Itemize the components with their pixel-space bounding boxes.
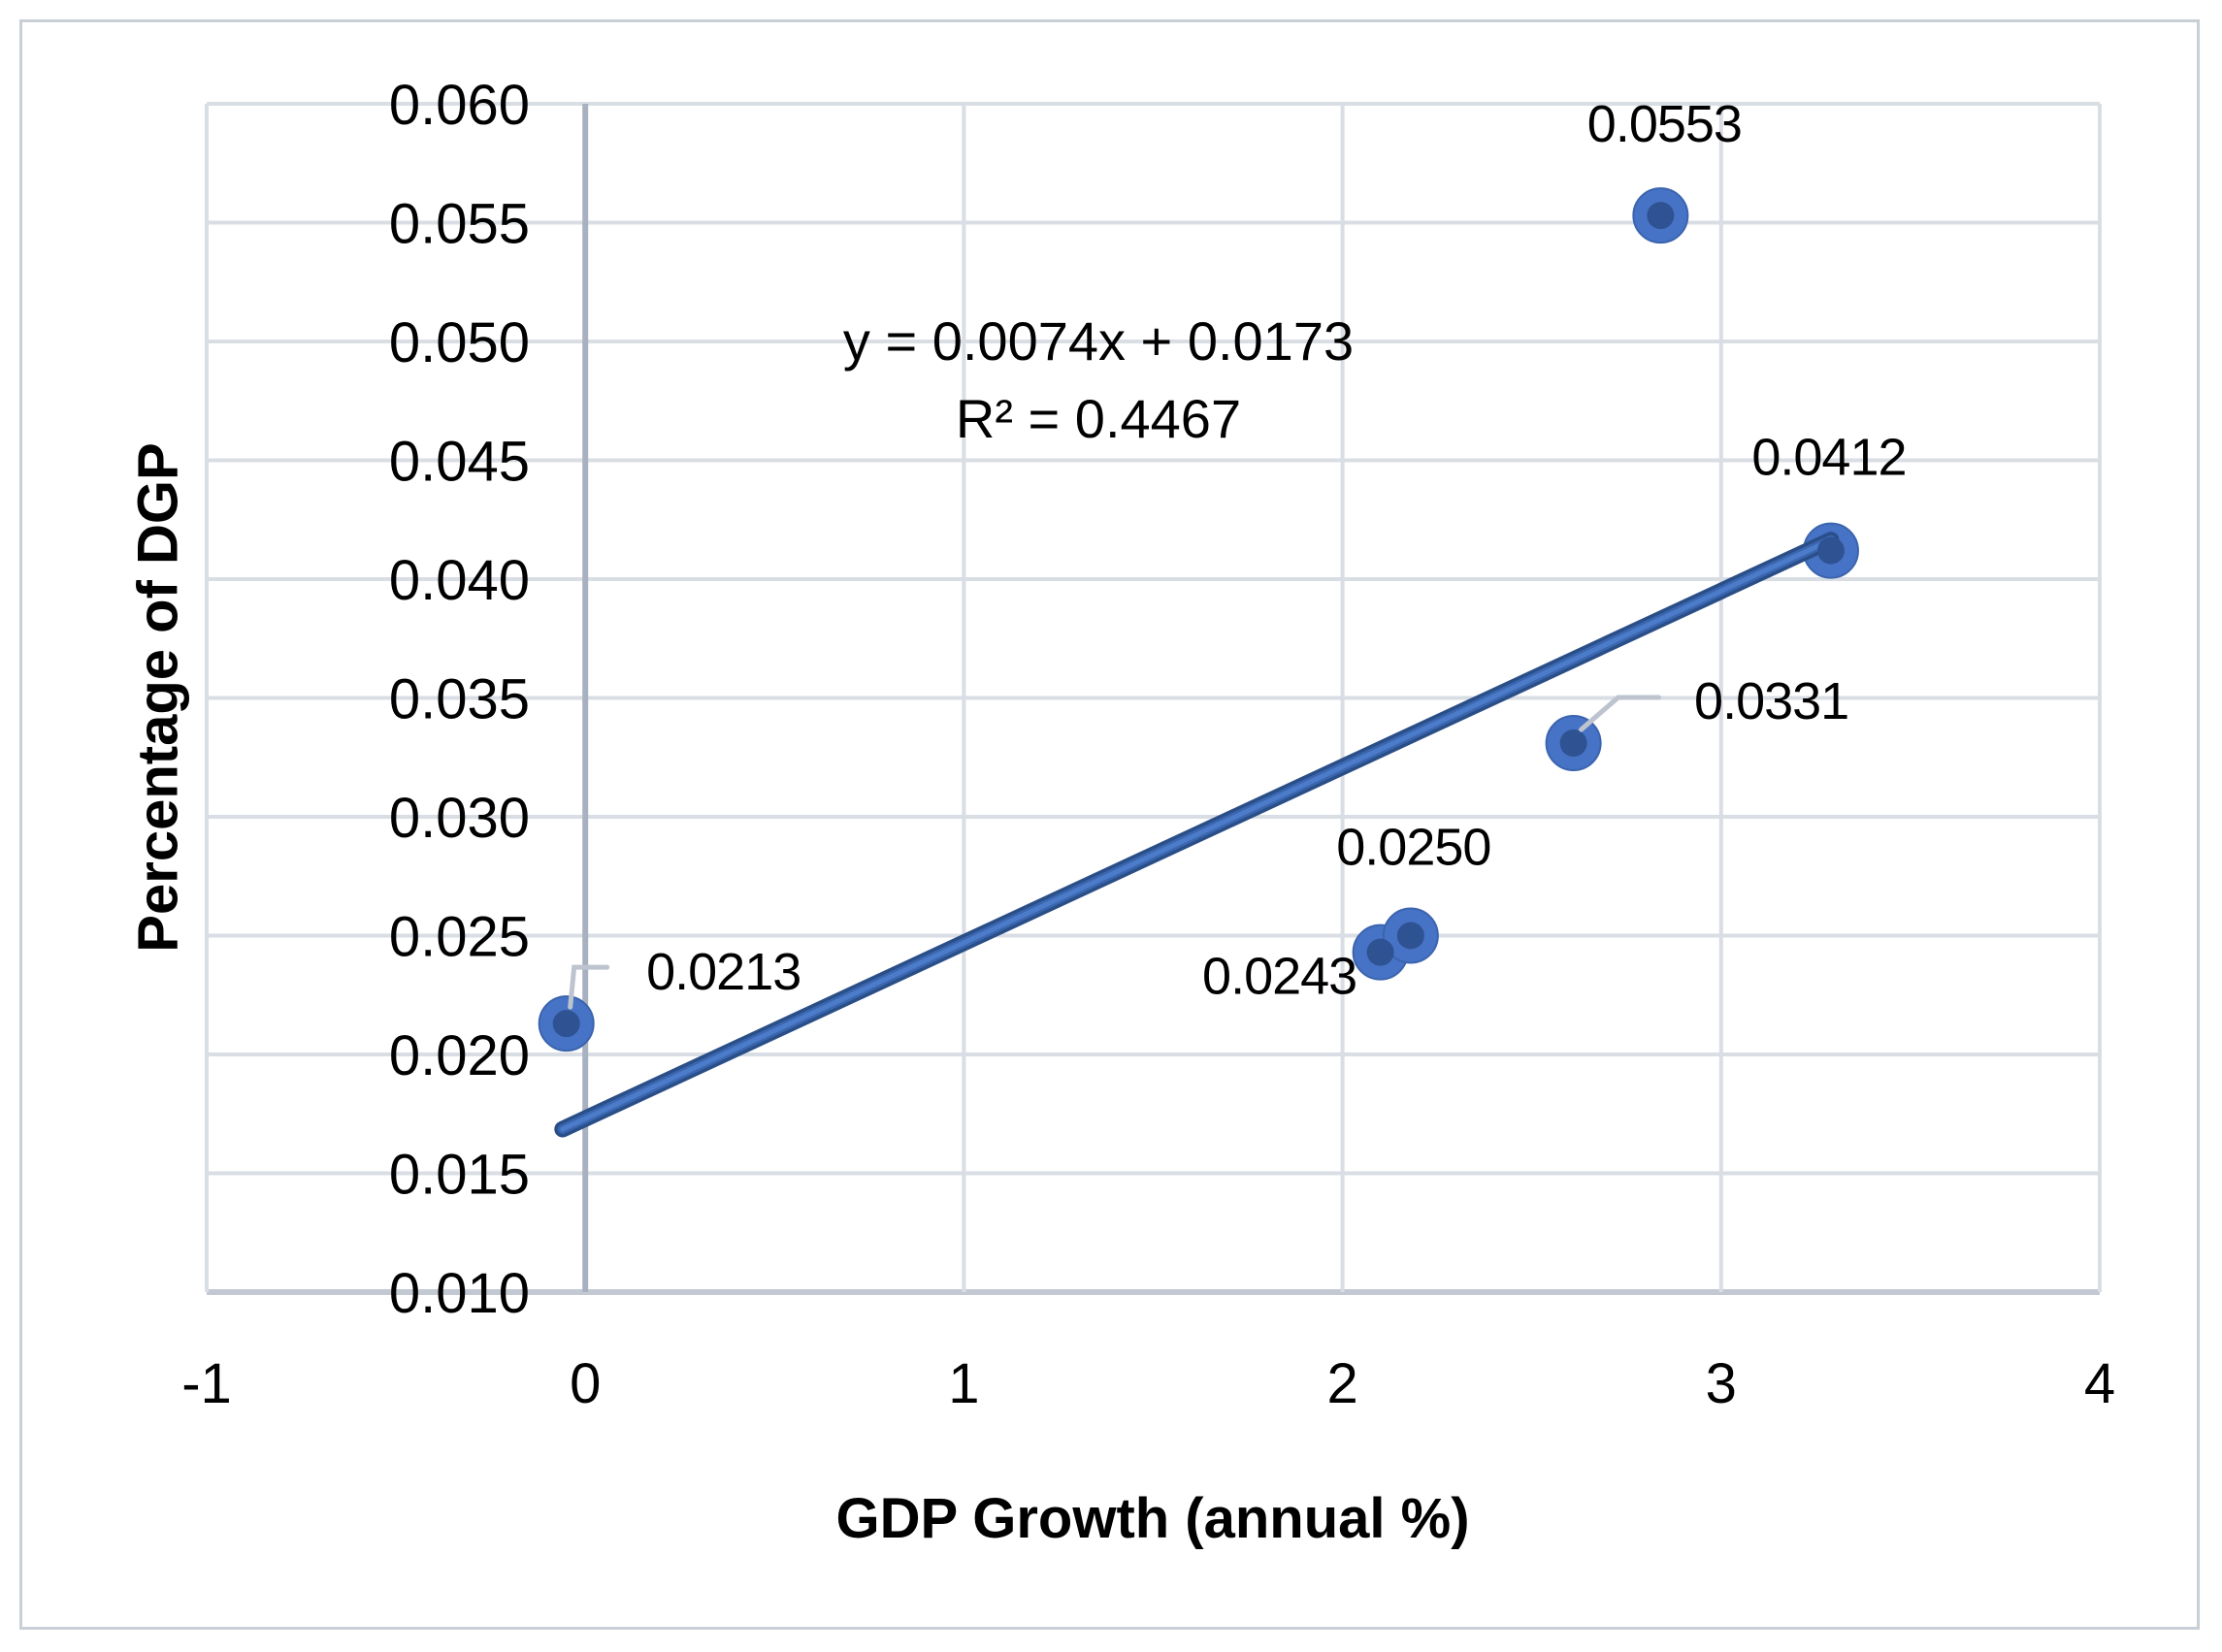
y-tick-label: 0.035 [389, 668, 530, 731]
x-axis-title: GDP Growth (annual %) [835, 1487, 1470, 1550]
x-tick-label: 1 [948, 1352, 979, 1415]
figure-border [19, 19, 2200, 1630]
y-tick-label: 0.045 [389, 431, 530, 494]
data-point-inner-dot [552, 1010, 580, 1038]
data-label: 0.0243 [1202, 948, 1356, 1006]
x-tick-label: 0 [570, 1352, 601, 1415]
data-label: 0.0412 [1751, 429, 1906, 487]
data-point-inner-dot [1366, 938, 1394, 966]
trendline [560, 537, 1834, 1132]
data-label: 0.0213 [646, 943, 801, 1001]
y-tick-label: 0.020 [389, 1024, 530, 1087]
y-tick-label: 0.050 [389, 311, 530, 374]
y-tick-label: 0.030 [389, 787, 530, 850]
x-tick-label: -1 [181, 1352, 232, 1415]
y-tick-label: 0.055 [389, 193, 530, 256]
data-point-inner-dot [1647, 202, 1675, 230]
x-tick-label: 4 [2084, 1352, 2115, 1415]
y-tick-label: 0.010 [389, 1262, 530, 1325]
data-point-inner-dot [1396, 922, 1424, 950]
y-tick-label: 0.060 [389, 74, 530, 137]
y-tick-label: 0.040 [389, 549, 530, 612]
data-point-inner-dot [1816, 536, 1845, 565]
x-tick-label: 3 [1706, 1352, 1737, 1415]
y-axis-title: Percentage of DGP [126, 442, 190, 953]
label-leader-line [1579, 695, 1662, 732]
trendline-r2: R² = 0.4467 [955, 388, 1242, 449]
label-leader-line [568, 964, 610, 1010]
trendline-equation: y = 0.0074x + 0.0173 [842, 310, 1355, 372]
y-tick-label: 0.025 [389, 906, 530, 969]
trendline-equation-block: y = 0.0074x + 0.0173 R² = 0.4467 [843, 303, 1354, 458]
data-point-inner-dot [1559, 729, 1587, 758]
y-tick-label: 0.015 [389, 1144, 530, 1207]
x-tick-label: 2 [1326, 1352, 1357, 1415]
data-label: 0.0553 [1587, 95, 1742, 153]
data-label: 0.0331 [1694, 672, 1848, 730]
data-label: 0.0250 [1336, 819, 1490, 877]
